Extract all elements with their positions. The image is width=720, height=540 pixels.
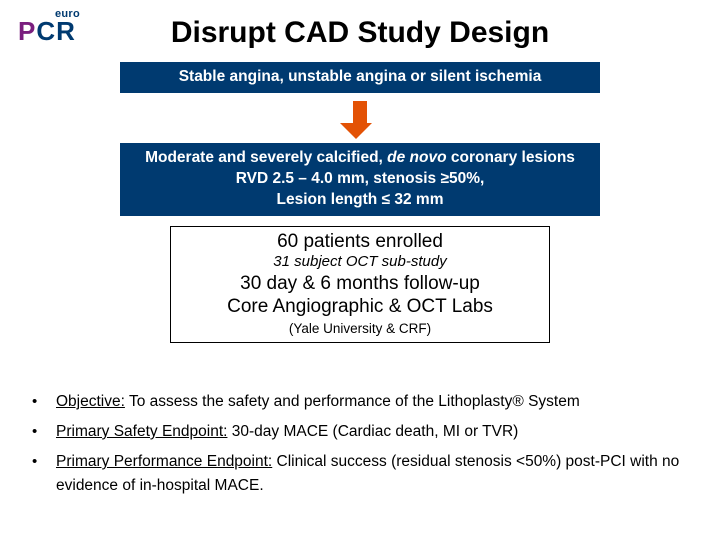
- box2-line1a: Moderate and severely calcified,: [145, 149, 387, 166]
- inclusion-box-2: Moderate and severely calcified, de novo…: [120, 143, 600, 216]
- study-flow: Stable angina, unstable angina or silent…: [0, 62, 720, 343]
- followup-line1: 30 day & 6 months follow-up: [240, 273, 480, 294]
- page-title: Disrupt CAD Study Design: [0, 16, 720, 50]
- enrollment-box: 60 patients enrolled 31 subject OCT sub-…: [170, 226, 550, 344]
- followup-line2: Core Angiographic & OCT Labs: [227, 296, 493, 317]
- endpoints-list: Objective: To assess the safety and perf…: [26, 390, 690, 504]
- safety-label: Primary Safety Endpoint:: [56, 423, 227, 440]
- bullet-objective: Objective: To assess the safety and perf…: [26, 390, 690, 414]
- box2-line2: RVD 2.5 – 4.0 mm, stenosis ≥50%,: [236, 170, 485, 187]
- objective-text: To assess the safety and performance of …: [125, 393, 580, 410]
- box2-line1c: coronary lesions: [447, 149, 575, 166]
- objective-label: Objective:: [56, 393, 125, 410]
- flow-arrow-icon: [349, 101, 372, 139]
- patients-enrolled: 60 patients enrolled: [185, 231, 535, 253]
- followup-text: 30 day & 6 months follow-up Core Angiogr…: [185, 272, 535, 320]
- labs-text: (Yale University & CRF): [185, 321, 535, 336]
- safety-text: 30-day MACE (Cardiac death, MI or TVR): [227, 423, 518, 440]
- bullet-safety: Primary Safety Endpoint: 30-day MACE (Ca…: [26, 420, 690, 444]
- box2-line1b: de novo: [387, 149, 446, 166]
- bullet-performance: Primary Performance Endpoint: Clinical s…: [26, 450, 690, 498]
- inclusion-box-1: Stable angina, unstable angina or silent…: [120, 62, 600, 93]
- oct-substudy: 31 subject OCT sub-study: [185, 253, 535, 270]
- performance-label: Primary Performance Endpoint:: [56, 453, 272, 470]
- box2-line3: Lesion length ≤ 32 mm: [277, 191, 444, 208]
